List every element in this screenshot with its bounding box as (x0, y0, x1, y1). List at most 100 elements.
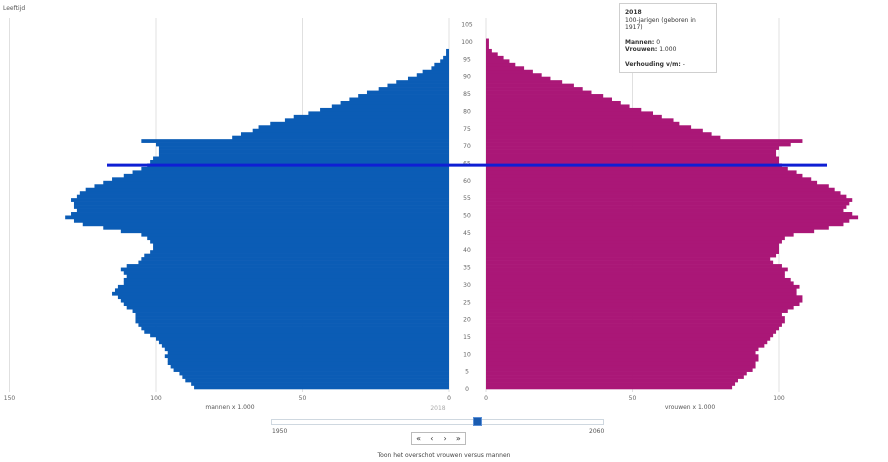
bar-women-age-16 (486, 330, 777, 334)
toggle-surplus-link[interactable]: Toon het overschot vrouwen versus mannen (377, 452, 511, 459)
bar-women-age-14 (486, 336, 771, 341)
age-tick-90: 90 (463, 74, 471, 81)
age-tick-50: 50 (463, 213, 471, 220)
bar-men-age-31 (123, 277, 450, 282)
bar-men-age-14 (156, 336, 449, 341)
tooltip-men-row: Mannen: 0 (625, 39, 711, 47)
bar-men-age-52 (73, 205, 450, 209)
right-axis-label: vrouwen x 1.000 (665, 404, 715, 411)
bar-men-age-75 (258, 125, 449, 130)
bar-women-age-78 (486, 114, 662, 119)
bar-men-age-18 (138, 323, 450, 327)
bar-women-age-63 (486, 166, 788, 171)
bar-women-age-73 (486, 132, 712, 136)
x-tick-men-0: 0 (447, 395, 451, 402)
age-tick-95: 95 (463, 56, 471, 63)
bar-men-age-33 (123, 271, 450, 275)
bar-men-age-32 (126, 274, 449, 279)
bar-women-age-81 (486, 104, 630, 109)
bar-women-age-94 (486, 59, 510, 64)
bar-men-age-15 (150, 333, 449, 338)
bar-women-age-60 (486, 177, 812, 182)
bar-men-age-89 (407, 76, 449, 81)
bar-women-age-61 (486, 173, 803, 178)
bar-women-age-65 (486, 159, 779, 164)
bar-men-age-60 (112, 177, 450, 182)
bar-women-age-72 (486, 135, 721, 140)
bar-men-age-67 (158, 153, 449, 157)
bar-women-age-35 (486, 264, 782, 268)
axis-title-age: Leeftijd (3, 5, 25, 12)
bar-women-age-59 (486, 180, 818, 185)
bar-men-age-62 (132, 170, 449, 175)
bar-men-age-56 (79, 191, 449, 195)
bar-women-age-87 (486, 83, 574, 88)
bar-men-age-78 (293, 114, 449, 119)
bar-men-age-1 (191, 382, 449, 386)
bar-women-age-43 (486, 236, 785, 241)
bar-men-age-11 (164, 347, 450, 352)
age-tick-20: 20 (463, 317, 471, 324)
women-bars (486, 38, 859, 390)
bar-men-age-88 (396, 80, 449, 84)
tooltip-ratio-value: - (682, 60, 685, 68)
bar-men-age-55 (76, 194, 449, 199)
next-year-button[interactable]: › (443, 434, 447, 443)
tooltip-subtitle: 100-jarigen (geboren in 1917) (625, 16, 696, 32)
bar-men-age-85 (366, 90, 449, 95)
age-tick-30: 30 (463, 282, 471, 289)
bar-women-age-46 (486, 225, 829, 230)
bar-men-age-77 (284, 118, 449, 123)
bar-women-age-38 (486, 253, 777, 258)
bar-men-age-57 (85, 187, 450, 192)
bar-men-age-61 (123, 173, 450, 178)
bar-women-age-24 (486, 302, 800, 307)
age-tick-80: 80 (463, 108, 471, 115)
bar-men-age-58 (94, 184, 449, 189)
year-slider-track[interactable] (271, 419, 604, 425)
bar-women-age-54 (486, 198, 853, 202)
bar-women-age-66 (486, 156, 779, 161)
bar-women-age-8 (486, 357, 759, 362)
bar-women-age-27 (486, 291, 797, 296)
age-tick-105: 105 (461, 22, 473, 29)
bar-women-age-55 (486, 194, 847, 199)
bar-women-age-29 (486, 284, 800, 289)
year-slider-handle[interactable] (473, 417, 482, 426)
tooltip-men-value: 0 (656, 38, 661, 46)
age-tick-35: 35 (463, 265, 471, 272)
bar-women-age-28 (486, 288, 797, 293)
bar-women-age-58 (486, 184, 829, 189)
bar-women-age-13 (486, 340, 768, 345)
bar-men-age-28 (114, 288, 449, 293)
bar-men-age-21 (135, 312, 450, 317)
bar-men-age-5 (173, 368, 449, 372)
bar-women-age-75 (486, 125, 692, 130)
bar-men-age-13 (158, 340, 449, 345)
bar-women-age-45 (486, 229, 815, 234)
bar-women-age-39 (486, 250, 779, 254)
previous-year-button[interactable]: ‹ (430, 434, 434, 443)
age-tick-85: 85 (463, 91, 471, 98)
bar-women-age-86 (486, 87, 583, 91)
bar-women-age-71 (486, 139, 803, 143)
age-tick-25: 25 (463, 299, 471, 306)
bar-men-age-93 (434, 62, 449, 67)
bar-women-age-50 (486, 212, 853, 216)
bar-men-age-71 (141, 139, 449, 143)
last-year-button[interactable]: » (455, 434, 461, 443)
bar-men-age-97 (446, 48, 449, 53)
first-year-button[interactable]: « (416, 434, 422, 443)
bar-men-age-66 (153, 156, 449, 161)
bar-women-age-51 (486, 208, 844, 213)
bar-women-age-4 (486, 371, 747, 376)
bar-women-age-25 (486, 298, 803, 303)
bar-men-age-45 (120, 229, 449, 234)
bar-women-age-48 (486, 218, 850, 223)
bar-men-age-83 (349, 97, 449, 102)
bar-women-age-98 (486, 45, 489, 50)
bar-men-age-27 (112, 291, 450, 296)
bar-women-age-84 (486, 94, 604, 98)
bar-women-age-57 (486, 187, 835, 192)
bar-women-age-95 (486, 55, 504, 60)
